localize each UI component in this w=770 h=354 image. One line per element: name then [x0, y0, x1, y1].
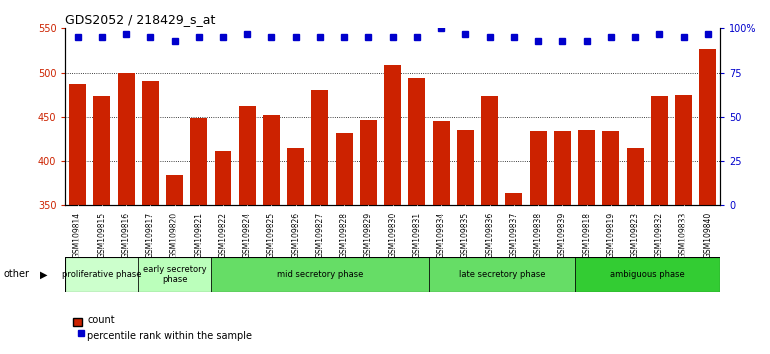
Bar: [360, 120, 377, 205]
Text: other: other: [4, 269, 30, 279]
Bar: [93, 96, 110, 205]
Bar: [699, 48, 716, 205]
Bar: [384, 64, 401, 205]
Bar: [602, 131, 619, 205]
Bar: [505, 193, 522, 205]
Bar: [138, 257, 211, 292]
Text: ▶: ▶: [40, 269, 48, 279]
Bar: [429, 257, 574, 292]
Text: early secretory
phase: early secretory phase: [142, 265, 206, 284]
Bar: [312, 90, 329, 205]
Text: proliferative phase: proliferative phase: [62, 270, 142, 279]
Bar: [481, 96, 498, 205]
Text: late secretory phase: late secretory phase: [458, 270, 545, 279]
Bar: [675, 95, 692, 205]
Bar: [166, 175, 183, 205]
Bar: [287, 148, 304, 205]
Bar: [408, 78, 425, 205]
Text: GDS2052 / 218429_s_at: GDS2052 / 218429_s_at: [65, 13, 216, 26]
Bar: [530, 131, 547, 205]
Text: count: count: [87, 315, 115, 325]
Bar: [578, 130, 595, 205]
Text: percentile rank within the sample: percentile rank within the sample: [87, 331, 252, 341]
Bar: [627, 148, 644, 205]
Bar: [65, 257, 138, 292]
Bar: [142, 81, 159, 205]
Bar: [118, 73, 135, 205]
Bar: [190, 118, 207, 205]
Bar: [69, 84, 86, 205]
Bar: [433, 121, 450, 205]
Bar: [211, 257, 429, 292]
Bar: [651, 96, 668, 205]
Bar: [336, 133, 353, 205]
Bar: [574, 257, 720, 292]
Text: ambiguous phase: ambiguous phase: [610, 270, 685, 279]
Bar: [457, 130, 474, 205]
Text: mid secretory phase: mid secretory phase: [276, 270, 363, 279]
Bar: [215, 151, 232, 205]
Bar: [263, 115, 280, 205]
Bar: [554, 131, 571, 205]
Bar: [239, 106, 256, 205]
